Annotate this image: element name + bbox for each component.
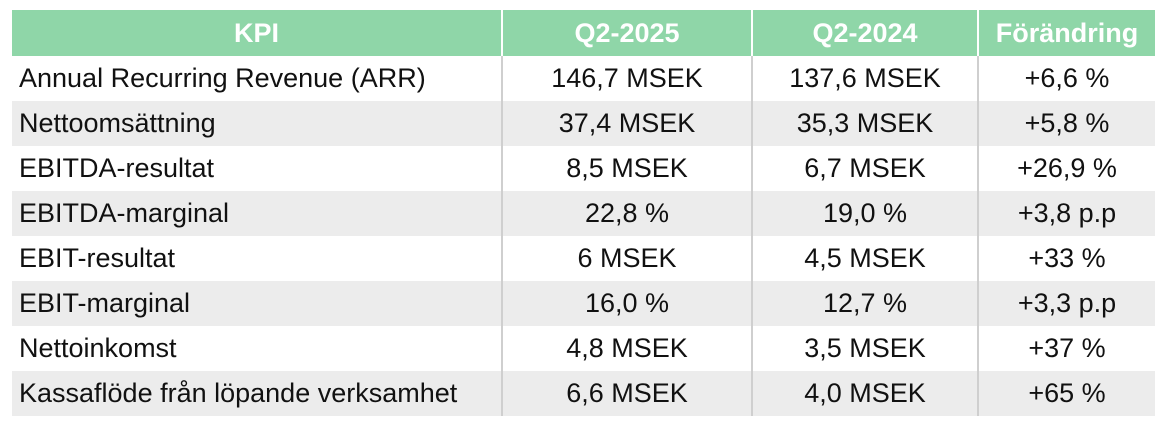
kpi-label: Annual Recurring Revenue (ARR) bbox=[12, 56, 503, 101]
current-value: 8,5 MSEK bbox=[502, 146, 753, 191]
previous-value: 4,0 MSEK bbox=[752, 371, 979, 416]
previous-value: 12,7 % bbox=[752, 281, 979, 326]
current-value: 16,0 % bbox=[502, 281, 753, 326]
previous-value: 137,6 MSEK bbox=[752, 56, 979, 101]
table-row: EBITDA-marginal 22,8 % 19,0 % +3,8 p.p bbox=[12, 191, 1155, 236]
header-current-period: Q2-2025 bbox=[502, 10, 753, 56]
table-row: Nettoinkomst 4,8 MSEK 3,5 MSEK +37 % bbox=[12, 326, 1155, 371]
header-change: Förändring bbox=[978, 10, 1155, 56]
change-value: +33 % bbox=[978, 236, 1155, 281]
change-value: +3,3 p.p bbox=[978, 281, 1155, 326]
current-value: 6 MSEK bbox=[502, 236, 753, 281]
header-kpi: KPI bbox=[12, 10, 503, 56]
previous-value: 3,5 MSEK bbox=[752, 326, 979, 371]
table-body: Annual Recurring Revenue (ARR) 146,7 MSE… bbox=[12, 56, 1155, 416]
current-value: 146,7 MSEK bbox=[502, 56, 753, 101]
table-row: EBIT-resultat 6 MSEK 4,5 MSEK +33 % bbox=[12, 236, 1155, 281]
change-value: +37 % bbox=[978, 326, 1155, 371]
kpi-label: EBIT-marginal bbox=[12, 281, 503, 326]
kpi-label: EBIT-resultat bbox=[12, 236, 503, 281]
current-value: 22,8 % bbox=[502, 191, 753, 236]
previous-value: 4,5 MSEK bbox=[752, 236, 979, 281]
table-row: EBITDA-resultat 8,5 MSEK 6,7 MSEK +26,9 … bbox=[12, 146, 1155, 191]
header-row: KPI Q2-2025 Q2-2024 Förändring bbox=[12, 10, 1155, 56]
kpi-label: EBITDA-resultat bbox=[12, 146, 503, 191]
kpi-label: Kassaflöde från löpande verksamhet bbox=[12, 371, 503, 416]
kpi-label: Nettoinkomst bbox=[12, 326, 503, 371]
change-value: +65 % bbox=[978, 371, 1155, 416]
current-value: 4,8 MSEK bbox=[502, 326, 753, 371]
table-row: Annual Recurring Revenue (ARR) 146,7 MSE… bbox=[12, 56, 1155, 101]
table-row: Kassaflöde från löpande verksamhet 6,6 M… bbox=[12, 371, 1155, 416]
previous-value: 19,0 % bbox=[752, 191, 979, 236]
kpi-table: KPI Q2-2025 Q2-2024 Förändring Annual Re… bbox=[12, 10, 1155, 416]
previous-value: 35,3 MSEK bbox=[752, 101, 979, 146]
change-value: +26,9 % bbox=[978, 146, 1155, 191]
current-value: 6,6 MSEK bbox=[502, 371, 753, 416]
table-row: Nettoomsättning 37,4 MSEK 35,3 MSEK +5,8… bbox=[12, 101, 1155, 146]
table-header: KPI Q2-2025 Q2-2024 Förändring bbox=[12, 10, 1155, 56]
kpi-label: Nettoomsättning bbox=[12, 101, 503, 146]
change-value: +3,8 p.p bbox=[978, 191, 1155, 236]
current-value: 37,4 MSEK bbox=[502, 101, 753, 146]
previous-value: 6,7 MSEK bbox=[752, 146, 979, 191]
change-value: +6,6 % bbox=[978, 56, 1155, 101]
kpi-label: EBITDA-marginal bbox=[12, 191, 503, 236]
header-previous-period: Q2-2024 bbox=[752, 10, 979, 56]
change-value: +5,8 % bbox=[978, 101, 1155, 146]
table-row: EBIT-marginal 16,0 % 12,7 % +3,3 p.p bbox=[12, 281, 1155, 326]
